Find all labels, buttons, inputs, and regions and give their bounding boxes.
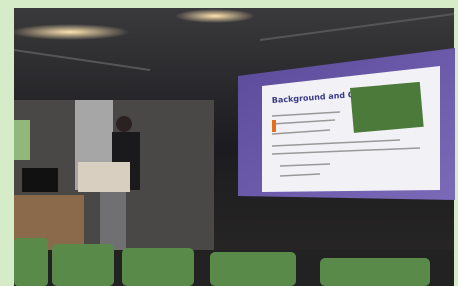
photo: Background and Objective (0, 0, 458, 286)
slide-marker (272, 120, 276, 132)
presenter-head (116, 116, 132, 132)
laptop (22, 168, 58, 192)
ceiling-light (10, 24, 130, 40)
side-screen (14, 120, 30, 160)
slide-image (350, 82, 424, 133)
podium (78, 162, 130, 192)
ceiling-light (175, 9, 255, 23)
podium-stand (100, 192, 126, 252)
